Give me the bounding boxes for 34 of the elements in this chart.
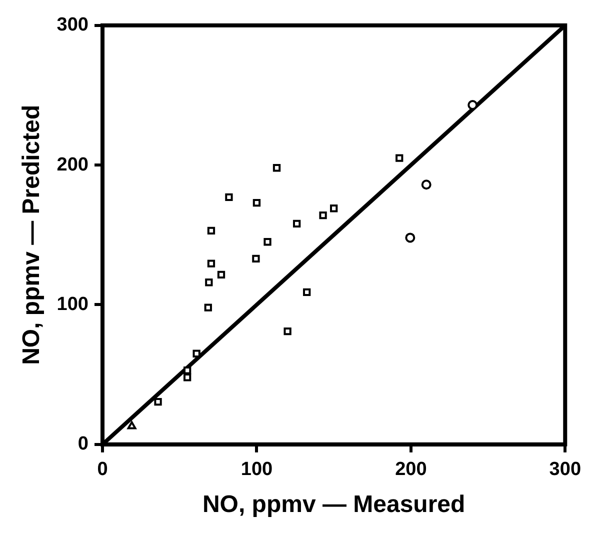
point (205, 278, 213, 286)
point (319, 212, 327, 220)
x-tick-label: 100 (240, 459, 273, 480)
point (183, 366, 192, 374)
point (204, 304, 212, 312)
y-tick-label: 100 (56, 294, 88, 315)
point (264, 238, 272, 246)
point (252, 254, 260, 262)
point (292, 220, 301, 228)
point (468, 100, 478, 110)
x-tick-label: 0 (97, 459, 108, 480)
y-tick-label: 0 (78, 434, 88, 455)
point (272, 164, 281, 172)
point (284, 327, 292, 336)
point (252, 198, 261, 207)
point (396, 154, 404, 162)
x-tick-label: 200 (395, 459, 427, 480)
y-tick-label: 300 (56, 14, 88, 36)
point (225, 193, 233, 202)
y-tick-label: 200 (56, 154, 88, 176)
point (207, 226, 216, 235)
point (330, 204, 338, 212)
point (154, 398, 162, 406)
point (192, 350, 200, 358)
point (405, 232, 416, 243)
y-axis-title: NO, ppmv — Predicted (18, 104, 46, 365)
point (183, 374, 192, 382)
point (127, 421, 136, 430)
point (421, 180, 432, 190)
x-tick-label: 300 (549, 459, 581, 480)
point (303, 288, 311, 296)
x-axis-title: NO, ppmv — Measured (202, 491, 466, 518)
point (207, 260, 216, 268)
point (217, 270, 226, 279)
